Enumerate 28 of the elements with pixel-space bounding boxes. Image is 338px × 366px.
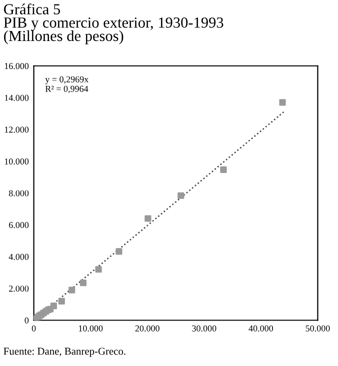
y-tick-label: 14.000 bbox=[4, 94, 29, 101]
point bbox=[95, 266, 102, 273]
point bbox=[144, 215, 152, 222]
point bbox=[80, 280, 86, 286]
x-tick-label: 30.000 bbox=[192, 325, 216, 332]
y-tick-label: 6.000 bbox=[9, 222, 29, 228]
chart-title: Gráfica 5 PIB y comercio exterior, 1930-1993 (Millones de pesos) bbox=[4, 4, 224, 44]
point bbox=[68, 286, 76, 294]
y-tick-label: 2.000 bbox=[9, 286, 29, 292]
y-tick-label: 16.000 bbox=[4, 63, 29, 70]
point bbox=[279, 99, 286, 106]
y-tick-label: 8.000 bbox=[8, 190, 29, 196]
point bbox=[178, 192, 184, 199]
x-tick-label: 40.000 bbox=[248, 325, 274, 332]
point bbox=[50, 302, 57, 310]
y-tick-label: 12.000 bbox=[4, 126, 29, 133]
y-tick-label: 4.000 bbox=[8, 254, 29, 260]
point bbox=[58, 298, 65, 304]
point bbox=[116, 248, 122, 255]
x-tick-label: 10.000 bbox=[78, 325, 103, 332]
y-tick-label: 0 bbox=[24, 317, 29, 324]
x-tick-label: 0 bbox=[32, 325, 36, 332]
point bbox=[220, 166, 227, 173]
y-tick-label: 10.000 bbox=[4, 158, 29, 165]
annotation: y = 0,2969x R² = 0,9964 bbox=[45, 76, 89, 94]
source-note: Fuente: Dane, Banrep-Greco. bbox=[4, 348, 126, 357]
x-tick-label: 50.000 bbox=[306, 325, 330, 332]
x-tick-label: 20.000 bbox=[135, 325, 160, 332]
